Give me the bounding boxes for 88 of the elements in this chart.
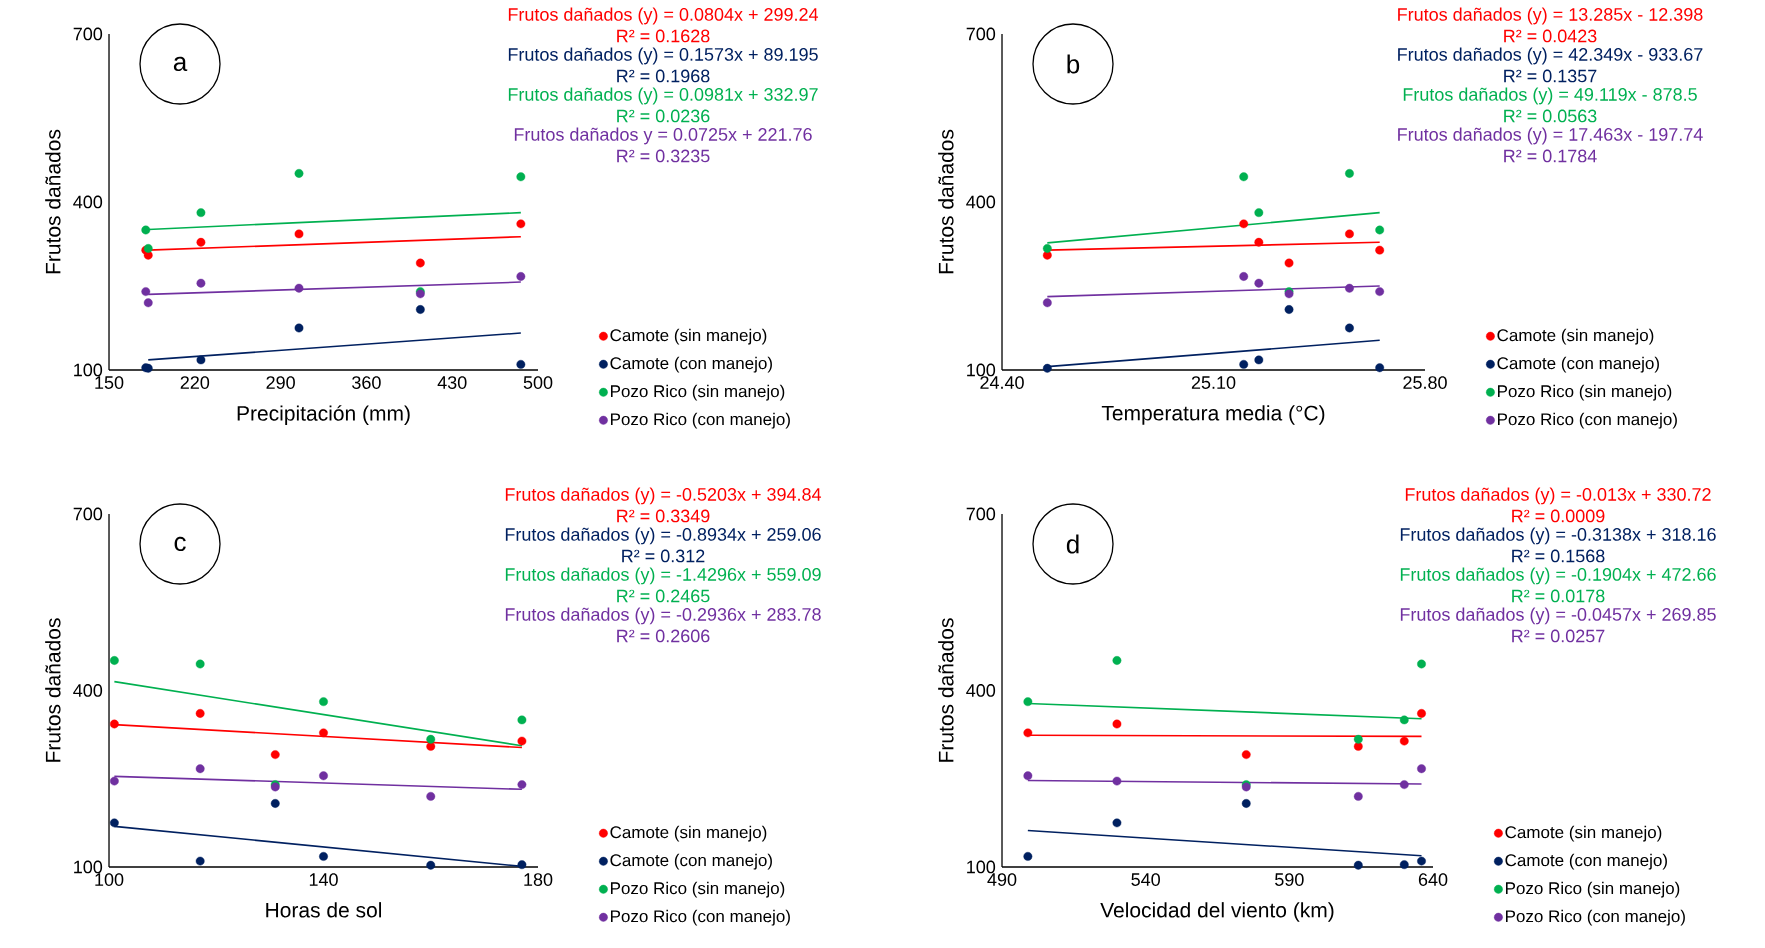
x-tick-label: 100 — [95, 873, 124, 886]
legend-label: Camote (con manejo) — [1505, 853, 1667, 870]
text: R² = 0.0236 — [617, 109, 710, 123]
text: R² = 0.0257 — [1512, 629, 1605, 643]
y-tick-label: 400 — [73, 684, 103, 697]
x-axis-title: Horas de sol — [266, 902, 382, 918]
annotation: Frutos dañados (y) = 17.463x - 197.74 — [1398, 127, 1703, 145]
text: R² = 0.1784 — [1504, 149, 1597, 163]
y-tick-label: 700 — [73, 27, 103, 41]
annotation: Frutos dañados (y) = -0.0457x + 269.85 — [1400, 607, 1716, 625]
x-tick-label: 430 — [437, 376, 467, 389]
text: R² = 0.1568 — [1512, 549, 1605, 563]
legend-label: Camote (sin manejo) — [1497, 328, 1654, 345]
x-tick-label: 590 — [1275, 873, 1304, 886]
legend-label: Camote (con manejo) — [1497, 356, 1659, 373]
annotation: Frutos dañados (y) = 0.0981x + 332.97 — [508, 87, 818, 105]
x-tick-label: 140 — [309, 873, 338, 886]
y-axis-title: Frutos dañados — [45, 618, 61, 762]
legend-label: Pozo Rico (con manejo) — [611, 412, 790, 429]
text: R² = 0.312 — [622, 549, 705, 563]
annotation: Frutos dañados y = 0.0725x + 221.76 — [514, 127, 812, 145]
y-tick-label: 700 — [966, 507, 996, 521]
y-tick-label: 100 — [967, 363, 996, 377]
annotation: Frutos dañados (y) = 0.1573x + 89.195 — [508, 47, 818, 65]
text: Frutos dañados (y) = 13.285x - 12.398 — [1398, 7, 1703, 25]
y-tick-label: 400 — [966, 195, 996, 209]
text: R² = 0.3235 — [617, 149, 710, 163]
y-tick-label: 100 — [74, 860, 103, 874]
legend-label: Pozo Rico (con manejo) — [1498, 412, 1677, 429]
text: R² = 0.0178 — [1512, 589, 1605, 603]
legend-label: Camote (sin manejo) — [610, 825, 767, 842]
legend-label: Camote (sin manejo) — [610, 328, 767, 345]
text: Frutos dañados (y) = -0.5203x + 394.84 — [505, 487, 822, 505]
annotation: a — [173, 56, 188, 72]
legend-label: Pozo Rico (con manejo) — [1506, 909, 1685, 926]
y-tick-label: 400 — [966, 684, 996, 697]
y-tick-label: 400 — [73, 195, 103, 209]
legend-label: Camote (sin manejo) — [1505, 825, 1662, 842]
annotation: Frutos dañados (y) = -0.2936x + 283.78 — [505, 607, 821, 625]
annotation: d — [1066, 534, 1079, 554]
text: R² = 0.0563 — [1504, 109, 1597, 123]
text: R² = 0.1628 — [617, 29, 710, 43]
text: R² = 0.3349 — [617, 509, 710, 523]
legend-label: Camote (con manejo) — [610, 853, 772, 870]
x-tick-label: 500 — [523, 376, 553, 389]
text: Frutos dañados (y) = 0.0804x + 299.24 — [508, 7, 819, 25]
x-tick-label: 25.10 — [1191, 376, 1236, 389]
x-axis-title: Precipitación (mm) — [237, 405, 410, 425]
x-axis-title: Velocidad del viento (km) — [1100, 902, 1334, 922]
x-axis-title: Temperatura media (°C) — [1101, 405, 1325, 425]
y-axis-title: Frutos dañados — [45, 129, 61, 274]
x-tick-label: 150 — [95, 376, 124, 389]
legend-label: Pozo Rico (sin manejo) — [610, 881, 785, 898]
annotation: c — [174, 536, 186, 552]
annotation: Frutos dañados (y) = -0.8934x + 259.06 — [505, 527, 821, 545]
annotation: Frutos dañados (y) = -1.4296x + 559.09 — [505, 567, 821, 585]
y-tick-label: 100 — [74, 363, 103, 377]
legend-label: Pozo Rico (sin manejo) — [1498, 384, 1672, 401]
x-tick-label: 490 — [987, 873, 1017, 886]
annotation: Frutos dañados (y) = -0.1904x + 472.66 — [1400, 567, 1716, 585]
text: R² = 0.0423 — [1504, 29, 1597, 43]
x-tick-label: 220 — [180, 376, 210, 389]
x-tick-label: 640 — [1418, 873, 1448, 886]
x-tick-label: 180 — [524, 873, 553, 886]
text: R² = 0.1968 — [617, 69, 710, 83]
y-axis-title: Frutos dañados — [938, 618, 954, 762]
y-tick-label: 700 — [73, 507, 103, 521]
annotation: Frutos dañados (y) = 42.349x - 933.67 — [1398, 47, 1703, 65]
annotation: Frutos dañados (y) = 49.119x - 878.5 — [1403, 87, 1697, 105]
x-tick-label: 540 — [1131, 873, 1160, 886]
annotation: Frutos dañados (y) = -0.3138x + 318.16 — [1400, 527, 1716, 545]
x-tick-label: 360 — [352, 376, 381, 389]
text: R² = 0.2465 — [617, 589, 710, 603]
x-tick-label: 24.40 — [980, 376, 1024, 389]
y-axis-title: Frutos dañados — [938, 129, 954, 274]
text: Frutos dañados (y) = -0.013x + 330.72 — [1405, 487, 1711, 505]
legend-label: Pozo Rico (sin manejo) — [611, 384, 785, 401]
text: R² = 0.1357 — [1504, 69, 1597, 83]
legend-label: Camote (con manejo) — [610, 356, 772, 373]
legend-label: Pozo Rico (sin manejo) — [1506, 881, 1680, 898]
text: R² = 0.2606 — [617, 629, 710, 643]
y-tick-label: 700 — [966, 27, 996, 41]
annotation: b — [1067, 54, 1080, 74]
legend-label: Pozo Rico (con manejo) — [610, 909, 790, 926]
text: R² = 0.0009 — [1512, 509, 1605, 523]
y-tick-label: 100 — [967, 860, 996, 874]
x-tick-label: 25.80 — [1403, 376, 1447, 389]
x-tick-label: 290 — [266, 376, 295, 389]
